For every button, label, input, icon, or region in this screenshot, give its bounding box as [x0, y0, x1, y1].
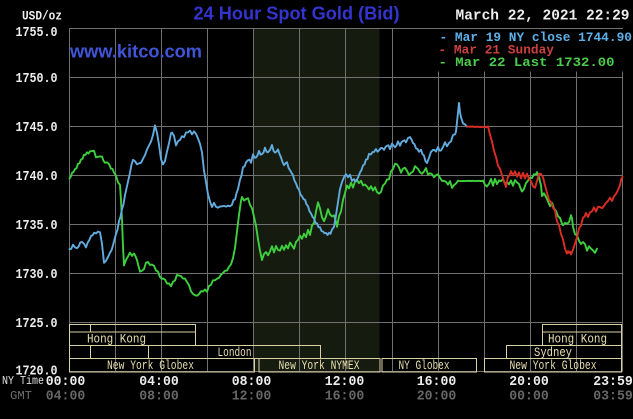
svg-text:NY Globex: NY Globex: [399, 359, 450, 373]
svg-text:1745.0: 1745.0: [16, 120, 58, 136]
svg-text:24 Hour Spot Gold (Bid): 24 Hour Spot Gold (Bid): [194, 3, 400, 24]
svg-text:London: London: [218, 346, 252, 360]
svg-text:GMT: GMT: [10, 389, 32, 403]
svg-text:- Mar 21 Sunday: - Mar 21 Sunday: [439, 42, 555, 57]
svg-text:USD/oz: USD/oz: [22, 10, 62, 24]
svg-text:- Mar 19 NY close 1744.90: - Mar 19 NY close 1744.90: [440, 30, 633, 45]
svg-text:23:59: 23:59: [593, 375, 633, 390]
svg-text:New York NYMEX: New York NYMEX: [279, 359, 360, 373]
svg-text:1740.0: 1740.0: [16, 169, 58, 185]
svg-text:04:00: 04:00: [139, 375, 179, 390]
svg-text:08:00: 08:00: [139, 390, 179, 405]
svg-text:04:00: 04:00: [46, 390, 86, 405]
svg-text:1750.0: 1750.0: [16, 71, 58, 87]
svg-text:New York Globex: New York Globex: [107, 359, 194, 373]
svg-text:Hong Kong: Hong Kong: [87, 333, 146, 347]
svg-text:12:00: 12:00: [232, 390, 272, 405]
svg-text:1720.0: 1720.0: [16, 364, 58, 380]
svg-text:New York Globex: New York Globex: [510, 359, 597, 373]
svg-text:1725.0: 1725.0: [16, 316, 58, 332]
svg-text:www.kitco.com: www.kitco.com: [69, 42, 202, 62]
svg-text:00:00: 00:00: [509, 390, 549, 405]
svg-text:Sydney: Sydney: [534, 346, 572, 360]
svg-text:20:00: 20:00: [509, 375, 549, 390]
svg-text:Hong Kong: Hong Kong: [548, 333, 607, 347]
svg-text:08:00: 08:00: [232, 375, 272, 390]
svg-text:- Mar 22 Last 1732.00: - Mar 22 Last 1732.00: [439, 55, 615, 70]
svg-text:00:00: 00:00: [46, 375, 86, 390]
svg-text:NY Time: NY Time: [2, 374, 44, 388]
svg-text:03:59: 03:59: [593, 390, 633, 405]
svg-text:March 22, 2021 22:29: March 22, 2021 22:29: [456, 8, 630, 24]
svg-text:20:00: 20:00: [417, 390, 457, 405]
svg-text:12:00: 12:00: [325, 375, 365, 390]
svg-text:16:00: 16:00: [325, 390, 365, 405]
svg-text:16:00: 16:00: [417, 375, 457, 390]
svg-text:1730.0: 1730.0: [16, 267, 58, 283]
svg-text:1755.0: 1755.0: [16, 25, 58, 41]
svg-text:1735.0: 1735.0: [16, 218, 58, 234]
